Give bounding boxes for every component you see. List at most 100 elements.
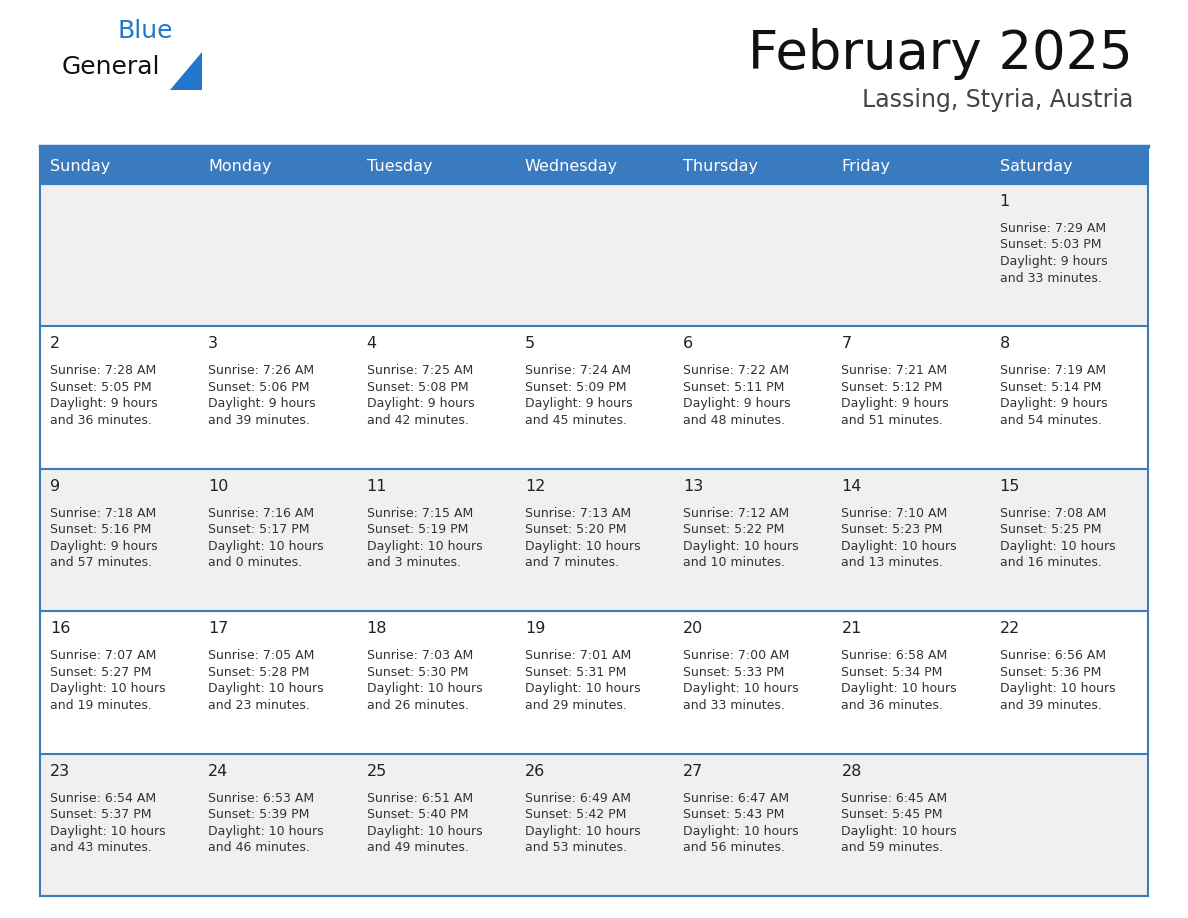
- Text: Daylight: 10 hours: Daylight: 10 hours: [367, 824, 482, 837]
- Text: and 39 minutes.: and 39 minutes.: [1000, 699, 1101, 711]
- Text: Sunrise: 6:45 AM: Sunrise: 6:45 AM: [841, 791, 948, 804]
- Text: Sunrise: 7:18 AM: Sunrise: 7:18 AM: [50, 507, 157, 520]
- Text: Daylight: 10 hours: Daylight: 10 hours: [208, 824, 324, 837]
- Text: and 13 minutes.: and 13 minutes.: [841, 556, 943, 569]
- FancyBboxPatch shape: [40, 184, 1148, 327]
- Text: and 56 minutes.: and 56 minutes.: [683, 841, 785, 854]
- Text: Daylight: 10 hours: Daylight: 10 hours: [208, 682, 324, 695]
- Text: and 49 minutes.: and 49 minutes.: [367, 841, 468, 854]
- Text: and 16 minutes.: and 16 minutes.: [1000, 556, 1101, 569]
- Text: Sunrise: 6:53 AM: Sunrise: 6:53 AM: [208, 791, 315, 804]
- Text: Daylight: 10 hours: Daylight: 10 hours: [1000, 682, 1116, 695]
- Text: Blue: Blue: [116, 19, 172, 43]
- Text: Sunset: 5:36 PM: Sunset: 5:36 PM: [1000, 666, 1101, 678]
- Text: Sunrise: 7:15 AM: Sunrise: 7:15 AM: [367, 507, 473, 520]
- Text: and 39 minutes.: and 39 minutes.: [208, 414, 310, 427]
- Text: Sunrise: 6:49 AM: Sunrise: 6:49 AM: [525, 791, 631, 804]
- Text: Daylight: 9 hours: Daylight: 9 hours: [525, 397, 632, 410]
- FancyBboxPatch shape: [990, 148, 1148, 184]
- Text: and 26 minutes.: and 26 minutes.: [367, 699, 468, 711]
- Text: and 33 minutes.: and 33 minutes.: [683, 699, 785, 711]
- FancyBboxPatch shape: [40, 469, 1148, 611]
- Text: Sunrise: 6:54 AM: Sunrise: 6:54 AM: [50, 791, 156, 804]
- Text: 24: 24: [208, 764, 228, 778]
- Text: 6: 6: [683, 336, 694, 352]
- Text: 7: 7: [841, 336, 852, 352]
- Text: Sunset: 5:19 PM: Sunset: 5:19 PM: [367, 523, 468, 536]
- Text: Sunset: 5:20 PM: Sunset: 5:20 PM: [525, 523, 626, 536]
- Text: and 33 minutes.: and 33 minutes.: [1000, 272, 1101, 285]
- FancyBboxPatch shape: [674, 148, 832, 184]
- Text: and 59 minutes.: and 59 minutes.: [841, 841, 943, 854]
- Text: Sunset: 5:22 PM: Sunset: 5:22 PM: [683, 523, 784, 536]
- Text: Sunset: 5:17 PM: Sunset: 5:17 PM: [208, 523, 310, 536]
- Text: Sunset: 5:08 PM: Sunset: 5:08 PM: [367, 381, 468, 394]
- Text: Daylight: 9 hours: Daylight: 9 hours: [1000, 397, 1107, 410]
- FancyBboxPatch shape: [198, 148, 356, 184]
- Text: Daylight: 9 hours: Daylight: 9 hours: [367, 397, 474, 410]
- Text: 26: 26: [525, 764, 545, 778]
- Text: Sunrise: 6:51 AM: Sunrise: 6:51 AM: [367, 791, 473, 804]
- Text: February 2025: February 2025: [748, 28, 1133, 80]
- Text: Daylight: 10 hours: Daylight: 10 hours: [367, 682, 482, 695]
- Text: Sunrise: 7:25 AM: Sunrise: 7:25 AM: [367, 364, 473, 377]
- Text: Daylight: 10 hours: Daylight: 10 hours: [525, 682, 640, 695]
- Text: and 51 minutes.: and 51 minutes.: [841, 414, 943, 427]
- Text: Daylight: 10 hours: Daylight: 10 hours: [683, 824, 798, 837]
- Text: and 10 minutes.: and 10 minutes.: [683, 556, 785, 569]
- Text: 22: 22: [1000, 621, 1020, 636]
- Text: Daylight: 10 hours: Daylight: 10 hours: [367, 540, 482, 553]
- Text: 21: 21: [841, 621, 861, 636]
- FancyBboxPatch shape: [514, 148, 674, 184]
- Text: Daylight: 10 hours: Daylight: 10 hours: [525, 824, 640, 837]
- Text: Sunrise: 7:22 AM: Sunrise: 7:22 AM: [683, 364, 789, 377]
- Text: Sunset: 5:40 PM: Sunset: 5:40 PM: [367, 808, 468, 821]
- Text: Daylight: 10 hours: Daylight: 10 hours: [683, 540, 798, 553]
- Text: Sunset: 5:16 PM: Sunset: 5:16 PM: [50, 523, 151, 536]
- Text: and 19 minutes.: and 19 minutes.: [50, 699, 152, 711]
- Text: Sunrise: 7:26 AM: Sunrise: 7:26 AM: [208, 364, 315, 377]
- Text: Daylight: 9 hours: Daylight: 9 hours: [208, 397, 316, 410]
- Text: and 43 minutes.: and 43 minutes.: [50, 841, 152, 854]
- Text: Wednesday: Wednesday: [525, 159, 618, 174]
- Text: 13: 13: [683, 479, 703, 494]
- Text: Saturday: Saturday: [1000, 159, 1073, 174]
- Text: and 45 minutes.: and 45 minutes.: [525, 414, 627, 427]
- Text: Sunrise: 7:29 AM: Sunrise: 7:29 AM: [1000, 222, 1106, 235]
- Text: Sunrise: 7:00 AM: Sunrise: 7:00 AM: [683, 649, 790, 662]
- Text: and 23 minutes.: and 23 minutes.: [208, 699, 310, 711]
- Text: Daylight: 9 hours: Daylight: 9 hours: [1000, 255, 1107, 268]
- Text: 27: 27: [683, 764, 703, 778]
- Text: 3: 3: [208, 336, 219, 352]
- Text: Sunrise: 7:13 AM: Sunrise: 7:13 AM: [525, 507, 631, 520]
- Text: Sunset: 5:05 PM: Sunset: 5:05 PM: [50, 381, 152, 394]
- Text: Lassing, Styria, Austria: Lassing, Styria, Austria: [861, 88, 1133, 112]
- Text: 16: 16: [50, 621, 70, 636]
- Text: and 42 minutes.: and 42 minutes.: [367, 414, 468, 427]
- Text: Sunset: 5:25 PM: Sunset: 5:25 PM: [1000, 523, 1101, 536]
- Text: 15: 15: [1000, 479, 1020, 494]
- Text: and 57 minutes.: and 57 minutes.: [50, 556, 152, 569]
- Text: Sunrise: 7:12 AM: Sunrise: 7:12 AM: [683, 507, 789, 520]
- Text: Sunset: 5:03 PM: Sunset: 5:03 PM: [1000, 239, 1101, 252]
- Text: 2: 2: [50, 336, 61, 352]
- Text: Sunrise: 7:01 AM: Sunrise: 7:01 AM: [525, 649, 631, 662]
- Text: and 36 minutes.: and 36 minutes.: [50, 414, 152, 427]
- Text: Daylight: 10 hours: Daylight: 10 hours: [1000, 540, 1116, 553]
- Text: and 53 minutes.: and 53 minutes.: [525, 841, 627, 854]
- Text: 23: 23: [50, 764, 70, 778]
- Text: Sunrise: 7:21 AM: Sunrise: 7:21 AM: [841, 364, 948, 377]
- Text: 25: 25: [367, 764, 387, 778]
- Text: Sunrise: 7:03 AM: Sunrise: 7:03 AM: [367, 649, 473, 662]
- FancyBboxPatch shape: [40, 327, 1148, 469]
- Text: Daylight: 9 hours: Daylight: 9 hours: [50, 540, 158, 553]
- Text: Daylight: 9 hours: Daylight: 9 hours: [683, 397, 791, 410]
- Text: 11: 11: [367, 479, 387, 494]
- Text: Sunset: 5:27 PM: Sunset: 5:27 PM: [50, 666, 152, 678]
- FancyBboxPatch shape: [40, 754, 1148, 896]
- Text: Sunset: 5:06 PM: Sunset: 5:06 PM: [208, 381, 310, 394]
- Text: Sunset: 5:42 PM: Sunset: 5:42 PM: [525, 808, 626, 821]
- Text: Sunday: Sunday: [50, 159, 110, 174]
- Text: Daylight: 10 hours: Daylight: 10 hours: [683, 682, 798, 695]
- Text: Sunset: 5:37 PM: Sunset: 5:37 PM: [50, 808, 152, 821]
